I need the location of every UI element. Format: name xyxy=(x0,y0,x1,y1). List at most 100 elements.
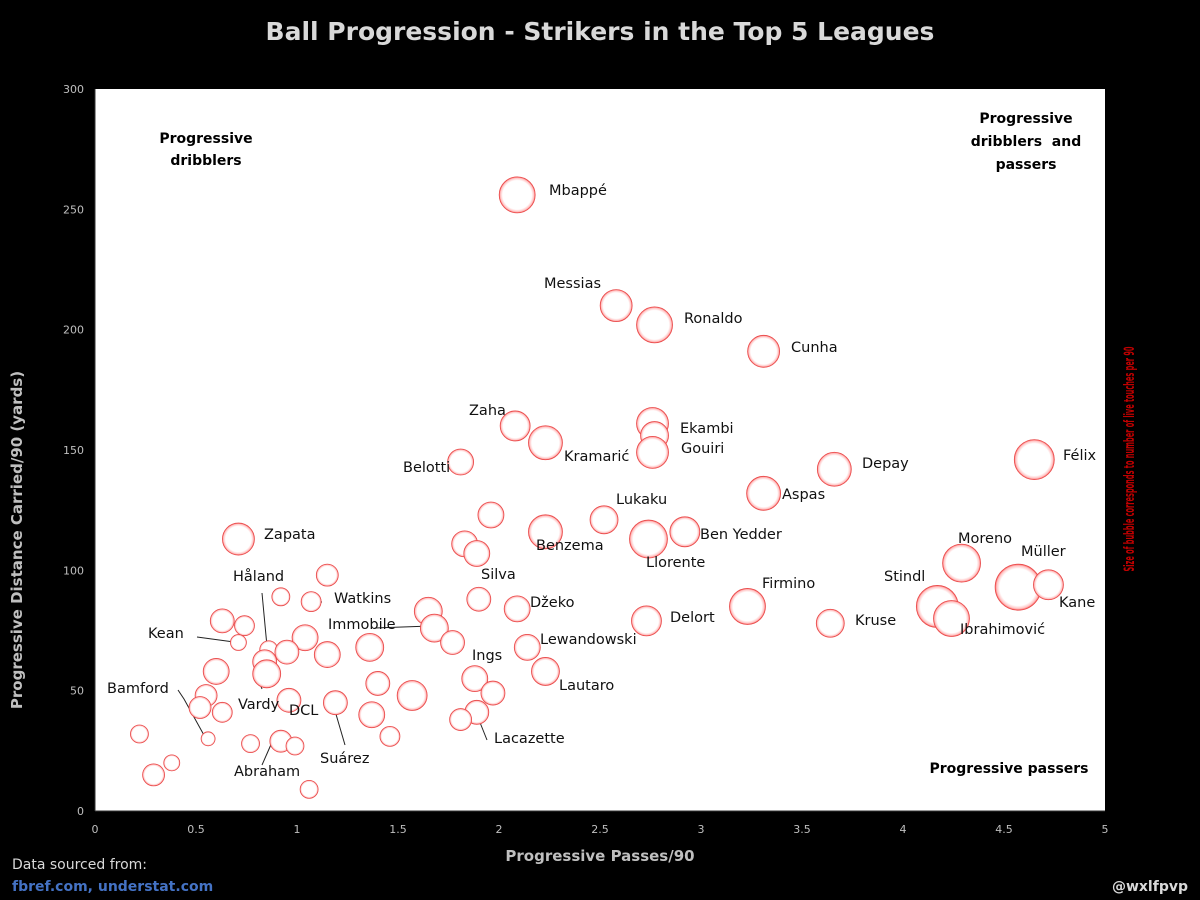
bubble-series xyxy=(130,176,1064,799)
source-label: Data sourced from: xyxy=(12,857,147,873)
bubble-point xyxy=(299,779,319,799)
bubble-point xyxy=(419,613,449,643)
y-tick-labels: 0 50 100 150 200 250 300 xyxy=(63,83,84,818)
quadrant-top-left-line-1: Progressive xyxy=(159,131,252,147)
y-tick-label: 0 xyxy=(77,805,84,818)
x-tick-label: 2.5 xyxy=(591,823,609,836)
point-label: Kean xyxy=(148,626,184,642)
bubble-point xyxy=(636,306,673,344)
bubble-point xyxy=(300,591,322,613)
point-label: Félix xyxy=(1063,448,1097,464)
point-label: Silva xyxy=(481,567,516,583)
y-tick-label: 150 xyxy=(63,444,84,457)
bubble-point xyxy=(631,605,662,637)
point-label: Llorente xyxy=(646,555,705,571)
bubble-point xyxy=(163,754,181,772)
plot-area xyxy=(95,89,1105,811)
bubble-point xyxy=(188,696,212,719)
point-label: Kane xyxy=(1059,595,1095,611)
bubble-point xyxy=(816,451,852,487)
point-label: Stindl xyxy=(884,569,925,585)
y-tick-label: 250 xyxy=(63,203,84,216)
bubble-point xyxy=(252,659,282,689)
point-label: Firmino xyxy=(762,576,815,592)
bubble-point xyxy=(396,680,428,711)
point-label: Lewandowski xyxy=(540,632,637,648)
point-label: Abraham xyxy=(234,764,300,780)
point-label: Aspas xyxy=(782,487,825,503)
credit-handle: @wxlfpvp xyxy=(1112,879,1188,895)
x-tick-label: 3 xyxy=(698,823,705,836)
y-tick-label: 200 xyxy=(63,324,84,337)
bubble-point xyxy=(234,615,255,637)
quadrant-top-right-label: Progressive dribblers and passers xyxy=(971,111,1081,173)
bubble-point xyxy=(241,734,260,754)
quadrant-top-left-label: Progressive dribblers xyxy=(159,131,252,169)
point-label: Lacazette xyxy=(494,731,565,747)
bubble-point xyxy=(599,289,633,323)
point-label: Belotti xyxy=(403,460,450,476)
point-labels: Mbappé Messias Ronaldo Cunha Zaha Ekambi Krama… xyxy=(107,183,1097,780)
point-label: Ibrahimović xyxy=(960,622,1045,638)
bubble-point xyxy=(285,736,305,756)
bubble-point xyxy=(636,436,669,469)
bubble-point xyxy=(202,658,230,685)
leader-line xyxy=(196,636,235,643)
bubble-point xyxy=(379,725,401,747)
x-axis-title: Progressive Passes/90 xyxy=(505,847,694,865)
point-label: Håland xyxy=(233,568,284,585)
quadrant-top-right-line-2: dribblers and xyxy=(971,134,1081,150)
point-label: Gouiri xyxy=(681,441,724,457)
bubble-point xyxy=(933,600,970,637)
point-label: Kruse xyxy=(855,613,896,629)
point-label: Zapata xyxy=(264,527,315,543)
point-label: Lautaro xyxy=(559,678,614,694)
source-links[interactable]: fbref.com, understat.com xyxy=(12,879,213,895)
y-axis-title: Progressive Distance Carried/90 (yards) xyxy=(8,371,26,709)
bubble-point xyxy=(449,708,473,731)
bubble-point xyxy=(142,763,165,787)
bubble-point xyxy=(1013,439,1055,481)
x-tick-label: 0.5 xyxy=(187,823,205,836)
point-label: Müller xyxy=(1021,544,1066,560)
bubble-point xyxy=(291,624,319,652)
bubble-point xyxy=(230,634,247,651)
point-label: Mbappé xyxy=(549,183,607,199)
chart-title: Ball Progression - Strikers in the Top 5… xyxy=(266,17,935,46)
point-label: Džeko xyxy=(530,595,575,611)
point-label: Ings xyxy=(472,648,502,664)
bubble-point xyxy=(499,410,531,442)
bubble-point xyxy=(447,448,475,476)
bubble-point xyxy=(629,519,668,559)
x-tick-labels: 0 0.5 1 1.5 2 2.5 3 3.5 4 4.5 5 xyxy=(92,823,1109,836)
bubble-point xyxy=(531,657,560,686)
point-label: Watkins xyxy=(334,591,391,607)
bubble-point xyxy=(313,641,341,668)
bubble-point xyxy=(480,680,506,706)
bubble-point xyxy=(211,701,233,723)
bubble-point xyxy=(276,687,302,713)
bubble-point xyxy=(461,665,489,693)
bubble-point xyxy=(498,176,536,214)
bubble-point xyxy=(747,334,781,368)
bubble-point xyxy=(315,563,339,587)
point-label: Cunha xyxy=(791,340,838,356)
bubble-point xyxy=(729,588,766,625)
bubble-point xyxy=(528,425,563,461)
bubble-point xyxy=(503,595,531,623)
x-tick-label: 5 xyxy=(1102,823,1109,836)
point-label: DCL xyxy=(289,703,318,719)
bubble-point xyxy=(222,522,255,556)
bubble-size-note: Size of bubble corresponds to number of … xyxy=(1122,346,1138,571)
x-tick-label: 1 xyxy=(294,823,301,836)
bubble-point xyxy=(365,671,391,696)
point-label: Ekambi xyxy=(680,421,734,437)
x-tick-label: 4 xyxy=(900,823,907,836)
quadrant-top-right-line-3: passers xyxy=(996,157,1057,173)
point-label: Suárez xyxy=(320,751,369,767)
quadrant-top-right-line-1: Progressive xyxy=(979,111,1072,127)
bubble-point xyxy=(440,630,465,655)
point-label: Bamford xyxy=(107,681,169,697)
bubble-point xyxy=(322,690,348,716)
